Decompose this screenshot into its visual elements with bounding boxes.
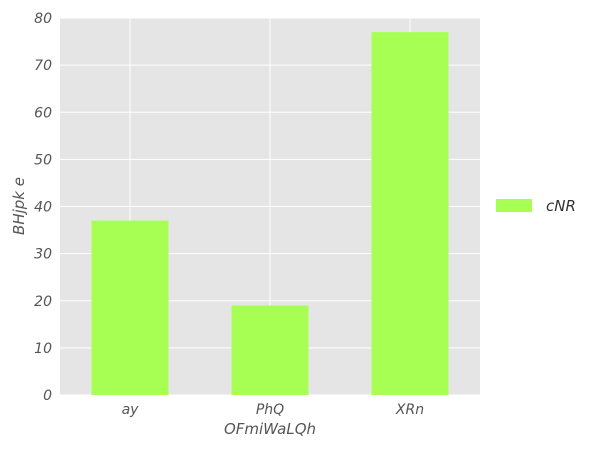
bars: [91, 32, 449, 395]
x-tick-label: PhQ: [256, 402, 284, 418]
legend-label: cNR: [546, 197, 576, 215]
x-axis-label: OFmiWaLQh: [224, 420, 316, 438]
x-tick-label: ay: [122, 402, 140, 418]
y-tick-label: 30: [34, 247, 52, 263]
bar-PhQ: [231, 305, 309, 395]
y-tick-label: 10: [34, 341, 52, 357]
y-tick-label: 50: [34, 152, 52, 168]
bar-XRn: [371, 32, 449, 395]
y-tick-label: 70: [34, 58, 52, 74]
y-tick-label: 20: [34, 294, 52, 310]
y-tick-labels: 0 10 20 30 40 50 60 70 80: [34, 11, 52, 404]
y-tick-label: 0: [43, 388, 52, 404]
legend-swatch: [496, 199, 532, 212]
legend: cNR: [496, 197, 576, 215]
y-tick-label: 40: [34, 200, 52, 216]
y-axis-label: BHjpk e: [10, 177, 28, 235]
y-tick-label: 60: [34, 105, 52, 121]
x-tick-labels: ay PhQ XRn: [122, 402, 425, 418]
y-tick-label: 80: [34, 11, 52, 27]
x-tick-label: XRn: [395, 402, 424, 418]
bar-ay: [91, 220, 169, 395]
